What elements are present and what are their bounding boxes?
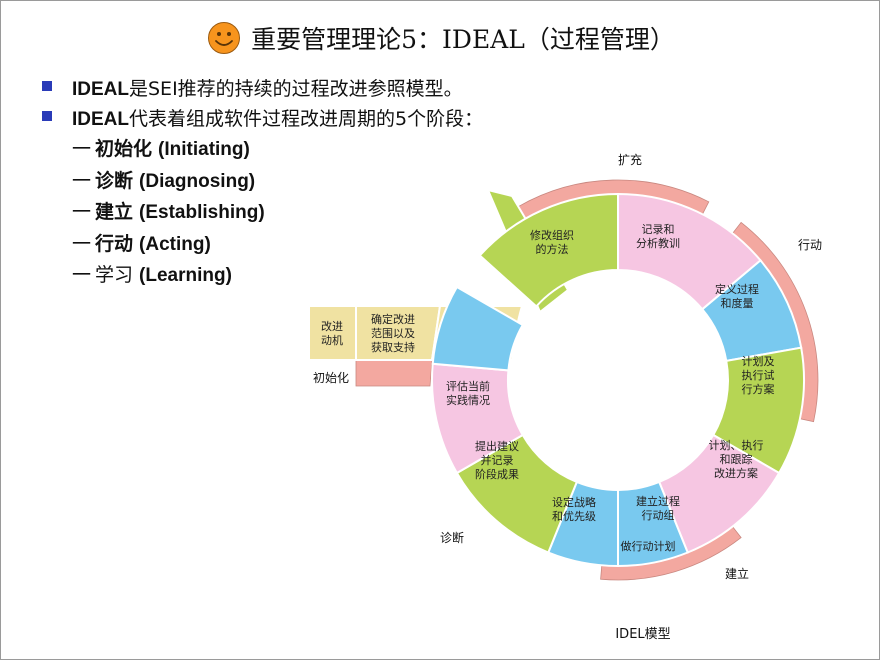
- stage-item-establishing: 一建立 (Establishing): [72, 199, 265, 231]
- title-row: 重要管理理论5：IDEAL（过程管理）: [0, 18, 882, 58]
- bullet-bold: IDEAL: [72, 79, 129, 100]
- ring-segment-label-line: 评估当前: [446, 379, 490, 393]
- ring-segment-label-line: 建立过程: [636, 494, 680, 508]
- ring-segment-label-line: 计划及: [742, 355, 775, 368]
- ring-segment-label-line: 的方法: [536, 242, 569, 256]
- bar-box-label-line: 改进: [321, 319, 343, 333]
- ring-segment-label-line: 行方案: [742, 382, 775, 396]
- ring-segment-label-line: 设定战略: [552, 495, 596, 509]
- phase-label-establishing: 建立: [725, 566, 749, 581]
- ring-segment-label: 设定战略和优先级: [552, 495, 596, 523]
- stage-item-initiating: 一初始化 (Initiating): [72, 136, 265, 168]
- stage-item-diagnosing: 一诊断 (Diagnosing): [72, 168, 265, 200]
- ring-segment-label-line: 行动组: [642, 508, 675, 522]
- bullet-bold: IDEAL: [72, 109, 129, 130]
- smiley-icon: [208, 22, 241, 54]
- bullet-text: IDEAL是SEI推荐的持续的过程改进参照模型。: [72, 74, 463, 101]
- stage-list: 一初始化 (Initiating) 一诊断 (Diagnosing) 一建立 (Est…: [72, 136, 265, 294]
- ideal-ring: 修改组织的方法 记录和分析教训定义过程和度量计划及执行试行方案计划、执行和跟踪改进…: [431, 188, 806, 568]
- stage-cn: 学习: [95, 264, 134, 286]
- stage-dash: 一: [72, 138, 92, 160]
- band-initiating: [355, 359, 433, 387]
- ring-segment-label-line: 提出建议: [475, 439, 519, 453]
- bullet-item: IDEAL是SEI推荐的持续的过程改进参照模型。: [40, 72, 600, 102]
- ring-segment-label-line: 并记录: [481, 453, 514, 467]
- ring-segment-label-line: 和优先级: [552, 510, 596, 523]
- ring-segment-label-line: 执行试: [742, 368, 775, 382]
- stage-en: (Initiating): [158, 139, 250, 160]
- bar-box-label-line: 确定改进: [371, 312, 415, 326]
- stage-dash: 一: [72, 169, 92, 192]
- ring-segment-label: 建立过程行动组: [636, 494, 680, 522]
- bar-box-label: 确定改进范围以及获取支持: [371, 312, 415, 354]
- bullet-item: IDEAL代表着组成软件过程改进周期的5个阶段：: [40, 102, 600, 132]
- ring-segment-label-line: 修改组织: [530, 228, 574, 242]
- ring-segment-label: 计划、执行和跟踪改进方案: [709, 438, 764, 480]
- ring-segment-label-line: 做行动计划: [621, 539, 676, 553]
- ring-segment-label-line: 阶段成果: [475, 467, 519, 481]
- ring-segment-label-line: 记录和: [642, 223, 675, 236]
- stage-en: (Learning): [139, 265, 232, 286]
- bullet-square-icon: [42, 81, 52, 91]
- ring-segment-label: 修改组织的方法: [530, 228, 574, 256]
- stage-dash: 一: [72, 264, 92, 286]
- ring-segment-label-line: 和度量: [721, 296, 754, 310]
- phase-label-diagnosing: 诊断: [440, 530, 464, 545]
- stage-dash: 一: [72, 232, 92, 255]
- phase-label-initiating: 初始化: [313, 371, 349, 385]
- bullet-rest: 代表着组成软件过程改进周期的5个阶段：: [129, 108, 484, 130]
- ring-segment-label: 评估当前实践情况: [446, 379, 490, 407]
- bar-box-label-line: 获取支持: [371, 340, 415, 354]
- stage-item-learning: 一学习 (Learning): [72, 262, 265, 294]
- bar-box-label: 改进动机: [321, 319, 343, 347]
- ring-segment-label: 定义过程和度量: [715, 282, 759, 310]
- phase-label-acting: 行动: [798, 238, 822, 252]
- stage-cn: 初始化: [95, 138, 153, 160]
- stage-cn: 行动: [95, 232, 134, 255]
- phase-label-expanding: 扩充: [618, 152, 642, 167]
- bar-box: [308, 305, 357, 361]
- ring-segment-label-line: 分析教训: [636, 236, 680, 250]
- stage-en: (Acting): [139, 233, 211, 255]
- bar-box-label-line: 动机: [321, 333, 343, 347]
- stage-item-acting: 一行动 (Acting): [72, 231, 265, 263]
- ring-segment: [431, 285, 525, 372]
- ring-segment-label-line: 计划、执行: [709, 438, 764, 452]
- diagram-caption: IDEL模型: [615, 627, 670, 642]
- ring-segment-label: 做行动计划: [621, 539, 676, 553]
- stage-en: (Diagnosing): [139, 170, 256, 192]
- stage-cn: 诊断: [95, 169, 134, 192]
- bar-box-label-line: 范围以及: [371, 326, 415, 340]
- stage-en: (Establishing): [139, 202, 265, 223]
- ring-segment-label-line: 改进方案: [714, 466, 758, 480]
- ring-segment-label: 提出建议并记录阶段成果: [475, 439, 519, 481]
- stage-cn: 建立: [95, 201, 134, 223]
- ring-segment-label: 记录和分析教训: [636, 223, 680, 250]
- bullet-list: IDEAL是SEI推荐的持续的过程改进参照模型。 IDEAL代表着组成软件过程改…: [40, 72, 600, 132]
- slide-title: 重要管理理论5：IDEAL（过程管理）: [251, 25, 675, 54]
- stage-dash: 一: [72, 201, 92, 223]
- bullet-rest: 是SEI推荐的持续的过程改进参照模型。: [129, 78, 463, 100]
- ring-segment-label-line: 实践情况: [446, 393, 490, 407]
- ring-segment-label-line: 和跟踪: [720, 452, 753, 466]
- bullet-text: IDEAL代表着组成软件过程改进周期的5个阶段：: [72, 104, 483, 131]
- ring-segment-label-line: 定义过程: [715, 282, 759, 296]
- ring-segment-label: 计划及执行试行方案: [742, 355, 775, 396]
- bullet-square-icon: [42, 111, 52, 121]
